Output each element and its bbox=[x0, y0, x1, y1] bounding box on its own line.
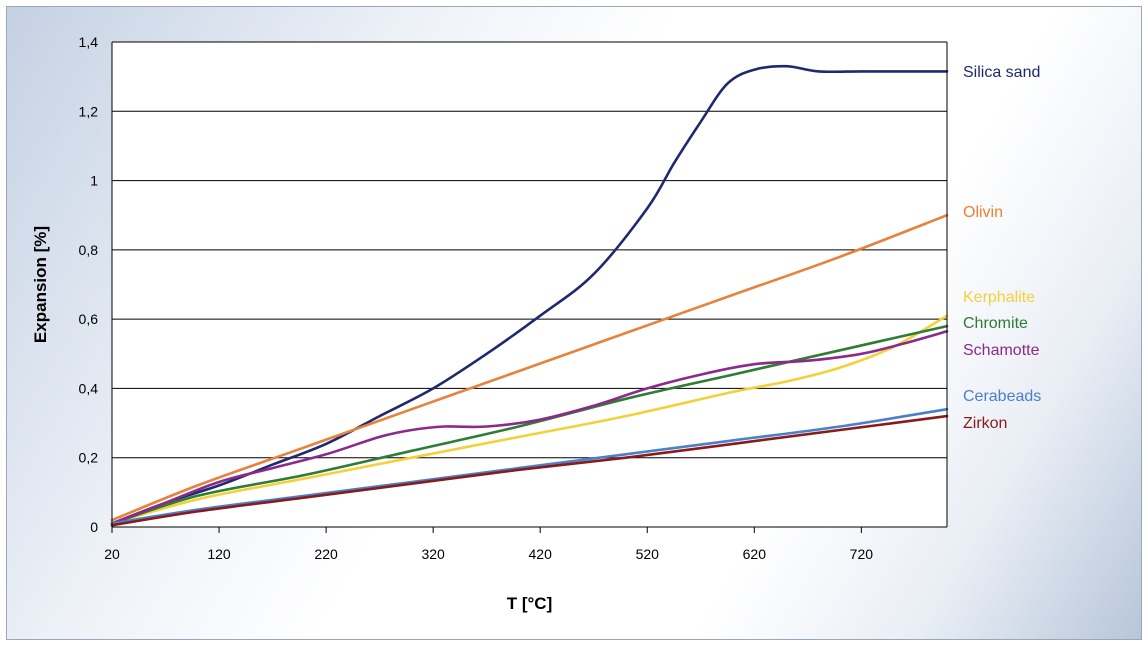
x-tick-label: 120 bbox=[207, 546, 231, 562]
series-line-olivin bbox=[110, 213, 949, 522]
x-axis-title: T [°C] bbox=[507, 594, 553, 613]
series-line-cerabeads bbox=[110, 407, 949, 525]
y-tick-label: 0 bbox=[90, 519, 98, 535]
y-tick-label: 0,2 bbox=[79, 450, 99, 466]
series-label-schamotte: Schamotte bbox=[963, 342, 1040, 359]
y-axis-title: Expansion [%] bbox=[31, 226, 50, 343]
x-tick-label: 720 bbox=[850, 546, 874, 562]
y-tick-label: 1 bbox=[90, 173, 98, 189]
y-tick-label: 0,8 bbox=[79, 242, 99, 258]
y-tick-label: 0,4 bbox=[79, 380, 99, 396]
plot-area bbox=[112, 42, 947, 527]
series-line-chromite bbox=[110, 324, 949, 525]
series-labels: Silica sand Olivin Kerphalite Chromite Scham… bbox=[963, 64, 1041, 432]
series-line-schamotte bbox=[110, 330, 949, 525]
series-lines bbox=[110, 64, 949, 527]
x-tick-label: 220 bbox=[314, 546, 338, 562]
series-line-silica-sand bbox=[110, 64, 949, 525]
x-tick-label: 420 bbox=[529, 546, 553, 562]
series-label-kerphalite: Kerphalite bbox=[963, 289, 1035, 306]
x-tick-label: 320 bbox=[421, 546, 445, 562]
series-label-cerabeads: Cerabeads bbox=[963, 388, 1041, 405]
y-tick-labels: 0 0,2 0,4 0,6 0,8 1 1,2 1,4 bbox=[79, 34, 99, 535]
series-line-zirkon bbox=[110, 414, 949, 527]
x-tick-label: 20 bbox=[104, 546, 120, 562]
series-label-olivin: Olivin bbox=[963, 204, 1003, 221]
series-line-kerphalite bbox=[110, 314, 949, 525]
x-tick-labels: 20 120 220 320 420 520 620 720 bbox=[104, 546, 873, 562]
series-label-zirkon: Zirkon bbox=[963, 415, 1007, 432]
y-tick-label: 0,6 bbox=[79, 311, 99, 327]
series-label-silica-sand: Silica sand bbox=[963, 64, 1040, 81]
axes bbox=[111, 42, 948, 533]
series-label-chromite: Chromite bbox=[963, 315, 1028, 332]
x-tick-label: 620 bbox=[743, 546, 767, 562]
y-tick-label: 1,4 bbox=[79, 34, 99, 50]
y-tick-label: 1,2 bbox=[79, 103, 99, 119]
x-tick-label: 520 bbox=[636, 546, 660, 562]
